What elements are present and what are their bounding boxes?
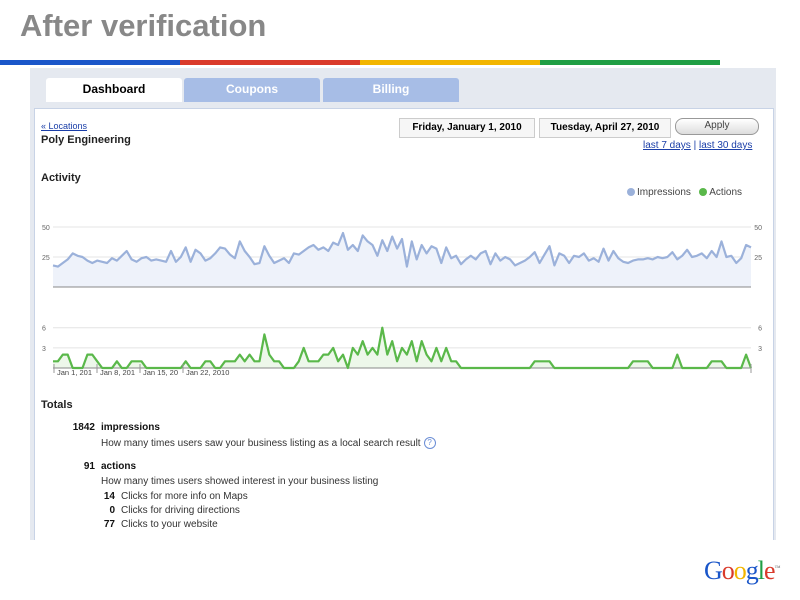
actions-tick-label-right: 3 (758, 346, 762, 353)
date-range-links: last 7 days | last 30 days (643, 140, 752, 151)
x-axis-label: Jan 22, 2010 (186, 368, 229, 377)
breakdown-count-website: 77 (103, 519, 115, 530)
impressions-count: 1842 (72, 422, 95, 433)
brand-color-bar (0, 60, 720, 65)
trademark-mark: ™ (774, 565, 781, 572)
logo-letter: G (704, 556, 723, 585)
impressions-description-text: How many times users saw your business l… (101, 438, 421, 449)
impressions-tick-label-right: 25 (754, 255, 762, 262)
logo-letter: o (733, 556, 747, 585)
logo-letter: e (764, 556, 776, 585)
impressions-tick-label-right: 50 (754, 225, 762, 232)
breakdown-label-maps: Clicks for more info on Maps (121, 491, 248, 502)
color-segment-blue (0, 60, 180, 65)
totals-heading: Totals (41, 399, 73, 411)
breakdown-label-directions: Clicks for driving directions (121, 505, 240, 516)
impressions-legend-dot (627, 188, 635, 196)
activity-heading: Activity (41, 172, 81, 184)
end-date-picker[interactable]: Tuesday, April 27, 2010 (539, 118, 671, 138)
last-30-days-link[interactable]: last 30 days (698, 140, 753, 151)
actions-area (53, 327, 751, 368)
help-icon[interactable]: ? (423, 437, 436, 449)
apply-button[interactable]: Apply (675, 118, 759, 135)
impressions-tick-label-left: 25 (42, 255, 50, 262)
business-name: Poly Engineering (41, 134, 131, 146)
color-segment-green (540, 60, 720, 65)
impressions-description: How many times users saw your business l… (101, 437, 436, 449)
locations-back-link[interactable]: « Locations (41, 121, 88, 131)
impressions-legend-label: Impressions (637, 187, 691, 198)
impressions-area (53, 233, 751, 287)
logo-letter: o (721, 556, 735, 585)
x-axis-label: Jan 1, 201 (57, 368, 92, 377)
dashboard-panel: « Locations Poly Engineering Friday, Jan… (34, 108, 774, 540)
logo-letter: l (757, 556, 765, 585)
slide-title: After verification (20, 8, 267, 43)
impressions-line (52, 231, 752, 268)
activity-chart: 50 50 25 25 6 6 3 3 Jan 1, 201 Jan 8, 201 Jan 15, … (42, 225, 762, 377)
actions-legend-label: Actions (709, 187, 743, 198)
impressions-label: impressions (101, 422, 160, 433)
breakdown-label-website: Clicks to your website (121, 519, 218, 530)
actions-description: How many times users showed interest in … (101, 476, 379, 487)
actions-line (53, 326, 753, 370)
color-segment-yellow (360, 60, 540, 65)
tab-coupons[interactable]: Coupons (184, 78, 320, 102)
impressions-tick-label-left: 50 (42, 225, 50, 232)
x-axis-label: Jan 8, 201 (100, 368, 135, 377)
actions-tick-label-left: 6 (42, 326, 46, 333)
start-date-picker[interactable]: Friday, January 1, 2010 (399, 118, 535, 138)
actions-tick-label-left: 3 (42, 346, 46, 353)
x-axis-label: Jan 15, 20 (143, 368, 178, 377)
actions-label: actions (101, 461, 137, 472)
screenshot-frame: Dashboard Coupons Billing « Locations Po… (30, 68, 776, 540)
breakdown-count-directions: 0 (109, 505, 115, 516)
actions-count: 91 (83, 461, 95, 472)
logo-letter: g (745, 556, 759, 585)
actions-legend-dot (699, 188, 708, 196)
actions-tick-label-right: 6 (758, 326, 762, 333)
range-separator: | (693, 140, 697, 151)
chart-legend: Impressions Actions (627, 187, 742, 198)
tab-dashboard[interactable]: Dashboard (46, 78, 182, 102)
tab-billing[interactable]: Billing (323, 78, 459, 102)
color-segment-red (180, 60, 360, 65)
last-7-days-link[interactable]: last 7 days (643, 140, 691, 151)
google-logo: Google™ (704, 556, 781, 586)
breakdown-count-maps: 14 (103, 491, 115, 502)
